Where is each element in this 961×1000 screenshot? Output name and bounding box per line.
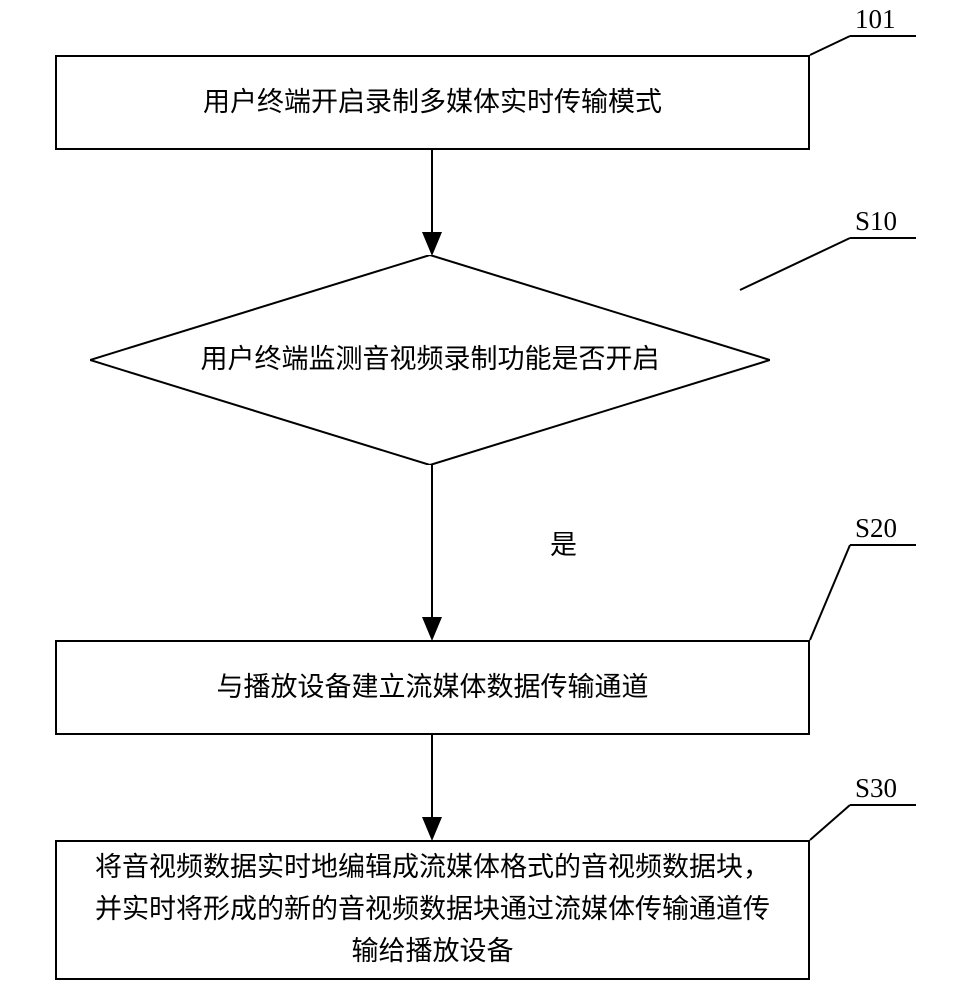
edge-label-yes: 是 — [550, 525, 577, 567]
process-text-3: 与播放设备建立流媒体数据传输通道 — [217, 667, 649, 709]
step-label-s10: S10 — [855, 206, 897, 237]
process-box-1: 用户终端开启录制多媒体实时传输模式 — [55, 55, 810, 150]
process-box-4: 将音视频数据实时地编辑成流媒体格式的音视频数据块， 并实时将形成的新的音视频数据… — [55, 840, 810, 980]
step-label-s30: S30 — [855, 773, 897, 804]
step-label-101: 101 — [855, 4, 896, 35]
decision-text: 用户终端监测音视频录制功能是否开启 — [90, 339, 770, 381]
flowchart-canvas: 用户终端开启录制多媒体实时传输模式 101 用户终端监测音视频录制功能是否开启 … — [0, 0, 961, 1000]
decision-diamond: 用户终端监测音视频录制功能是否开启 — [90, 255, 770, 465]
process-text-1: 用户终端开启录制多媒体实时传输模式 — [203, 82, 662, 124]
process-text-4: 将音视频数据实时地编辑成流媒体格式的音视频数据块， 并实时将形成的新的音视频数据… — [95, 847, 770, 973]
step-label-s20: S20 — [855, 513, 897, 544]
process-box-3: 与播放设备建立流媒体数据传输通道 — [55, 640, 810, 735]
